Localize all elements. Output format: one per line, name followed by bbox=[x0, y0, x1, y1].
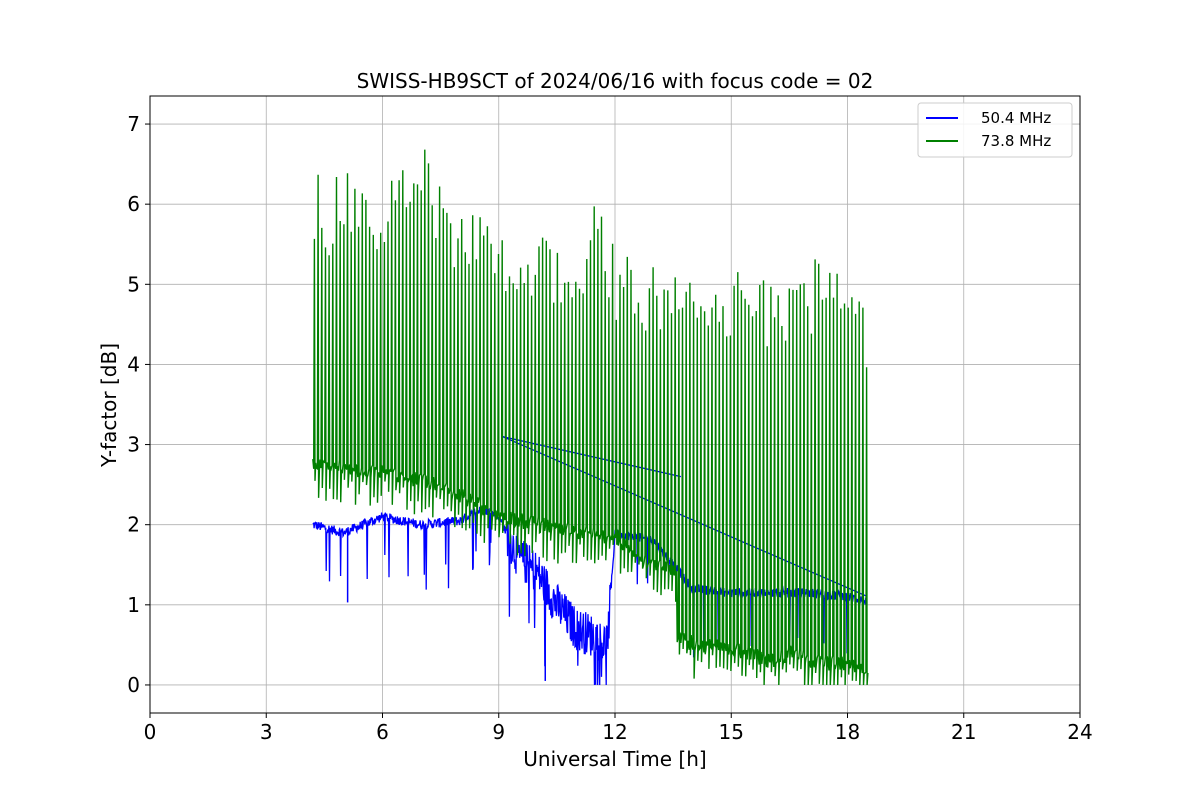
y-tick-label: 6 bbox=[127, 192, 140, 216]
y-tick-label: 3 bbox=[127, 433, 140, 457]
x-tick-label: 18 bbox=[835, 720, 860, 744]
x-tick-label: 9 bbox=[492, 720, 505, 744]
y-tick-label: 1 bbox=[127, 593, 140, 617]
y-tick-label: 0 bbox=[127, 673, 140, 697]
x-axis-label: Universal Time [h] bbox=[523, 747, 706, 771]
x-tick-label: 24 bbox=[1067, 720, 1092, 744]
legend: 50.4 MHz 73.8 MHz bbox=[917, 102, 1073, 158]
chart-title: SWISS-HB9SCT of 2024/06/16 with focus co… bbox=[357, 69, 874, 93]
y-tick-label: 7 bbox=[127, 112, 140, 136]
y-tick-label: 2 bbox=[127, 513, 140, 537]
series-line-73-8-mhz bbox=[312, 149, 869, 686]
plot-area bbox=[312, 149, 869, 686]
x-tick-label: 15 bbox=[719, 720, 744, 744]
y-tick-label: 4 bbox=[127, 352, 140, 376]
x-tick-label: 0 bbox=[144, 720, 157, 744]
y-axis-label: Y-factor [dB] bbox=[97, 343, 121, 468]
x-tick-label: 6 bbox=[376, 720, 389, 744]
x-tick-label: 21 bbox=[951, 720, 976, 744]
y-axis: 0 1 2 3 4 5 6 7 bbox=[127, 112, 150, 697]
x-axis: 0 3 6 9 12 15 18 21 24 bbox=[144, 713, 1093, 744]
x-tick-label: 12 bbox=[602, 720, 627, 744]
y-tick-label: 5 bbox=[127, 272, 140, 296]
legend-label-73-8: 73.8 MHz bbox=[981, 132, 1051, 150]
legend-label-50-4: 50.4 MHz bbox=[981, 109, 1051, 127]
x-tick-label: 3 bbox=[260, 720, 273, 744]
legend-box bbox=[917, 102, 1073, 158]
